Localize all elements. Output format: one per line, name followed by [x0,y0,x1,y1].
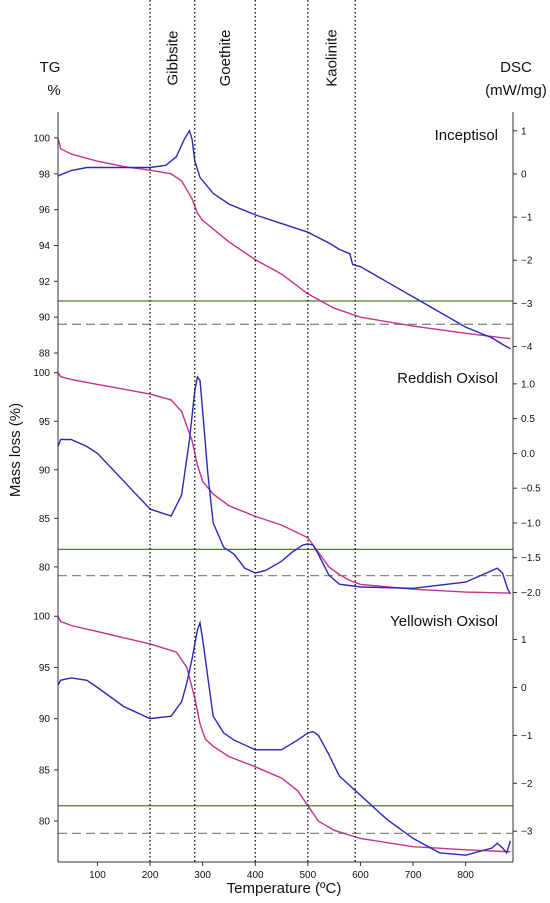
dsc-tick-label: 0 [521,169,527,180]
dsc-tick-label: −1 [521,731,533,742]
dsc-tick-label: −0.5 [521,484,541,495]
tg-tick-label: 98 [39,169,51,180]
dsc-unit: (mW/mg) [485,82,547,99]
x-axis-label: Temperature (ºC) [227,880,342,897]
tg-curve [57,372,511,594]
dsc-tick-label: −2.0 [521,588,541,599]
dsc-tick-label: 0.0 [521,449,535,460]
tg-label: TG [40,59,61,76]
tg-tick-label: 100 [33,368,50,379]
dsc-tick-label: 1 [521,635,527,646]
y-axis-label: Mass loss (%) [7,403,24,497]
tg-tick-label: 92 [39,277,51,288]
tg-unit: % [47,82,60,99]
x-tick-label: 500 [300,870,317,881]
dsc-tick-label: −2 [521,256,533,267]
dsc-tick-label: −4 [521,342,533,353]
tg-tick-label: 88 [39,349,51,360]
dsc-tick-label: −2 [521,779,533,790]
tg-tick-label: 96 [39,205,51,216]
mineral-label: Kaolinite [324,29,341,87]
dsc-tick-label: −3 [521,299,533,310]
tg-tick-label: 85 [39,765,51,776]
tg-tick-label: 85 [39,514,51,525]
panel-title: Yellowish Oxisol [390,613,498,630]
tg-tick-label: 94 [39,241,51,252]
dsc-tick-label: 0 [521,683,527,694]
tg-tick-label: 90 [39,465,51,476]
x-tick-label: 400 [247,870,264,881]
panel-title: Inceptisol [435,127,498,144]
x-tick-label: 600 [352,870,369,881]
x-tick-label: 300 [194,870,211,881]
tg-tick-label: 100 [33,612,50,623]
dsc-curve [57,620,512,856]
dsc-tick-label: −1.0 [521,518,541,529]
panel-3: 80 85 90 95 100 1 0 −1 −2 −3 Yellowish Oxisol [33,598,533,862]
dsc-tick-label: −1.5 [521,553,541,564]
x-tick-label: 200 [142,870,159,881]
tg-tick-label: 90 [39,714,51,725]
dsc-label: DSC [500,59,532,76]
mineral-label: Gibbsite [164,30,181,85]
x-tick-label: 700 [405,870,422,881]
tg-tick-label: 90 [39,313,51,324]
mineral-label: Goethite [217,30,234,87]
panel-title: Reddish Oxisol [397,370,498,387]
dsc-tick-label: −1 [521,213,533,224]
tg-tick-label: 80 [39,817,51,828]
panel-1: 88 90 92 94 96 98 100 1 0 −1 −2 −3 −4 Inceptisol [33,112,533,360]
dsc-curve [57,129,511,350]
dsc-tick-label: 1.0 [521,379,535,390]
x-tick-label: 800 [457,870,474,881]
tg-tick-label: 80 [39,562,51,573]
tg-tick-label: 100 [33,133,50,144]
tg-curve [57,137,511,340]
dsc-tick-label: −3 [521,827,533,838]
x-tick-label: 100 [89,870,106,881]
dsc-tick-label: 0.5 [521,414,535,425]
tg-curve [57,615,511,853]
tg-tick-label: 95 [39,417,51,428]
panel-2: 80 85 90 95 100 1.0 0.5 0.0 −0.5 −1.0 −1.5 −2.0 Redd… [33,355,541,599]
tg-tick-label: 95 [39,663,51,674]
dsc-curve [57,375,512,595]
dsc-tick-label: 1 [521,126,527,137]
